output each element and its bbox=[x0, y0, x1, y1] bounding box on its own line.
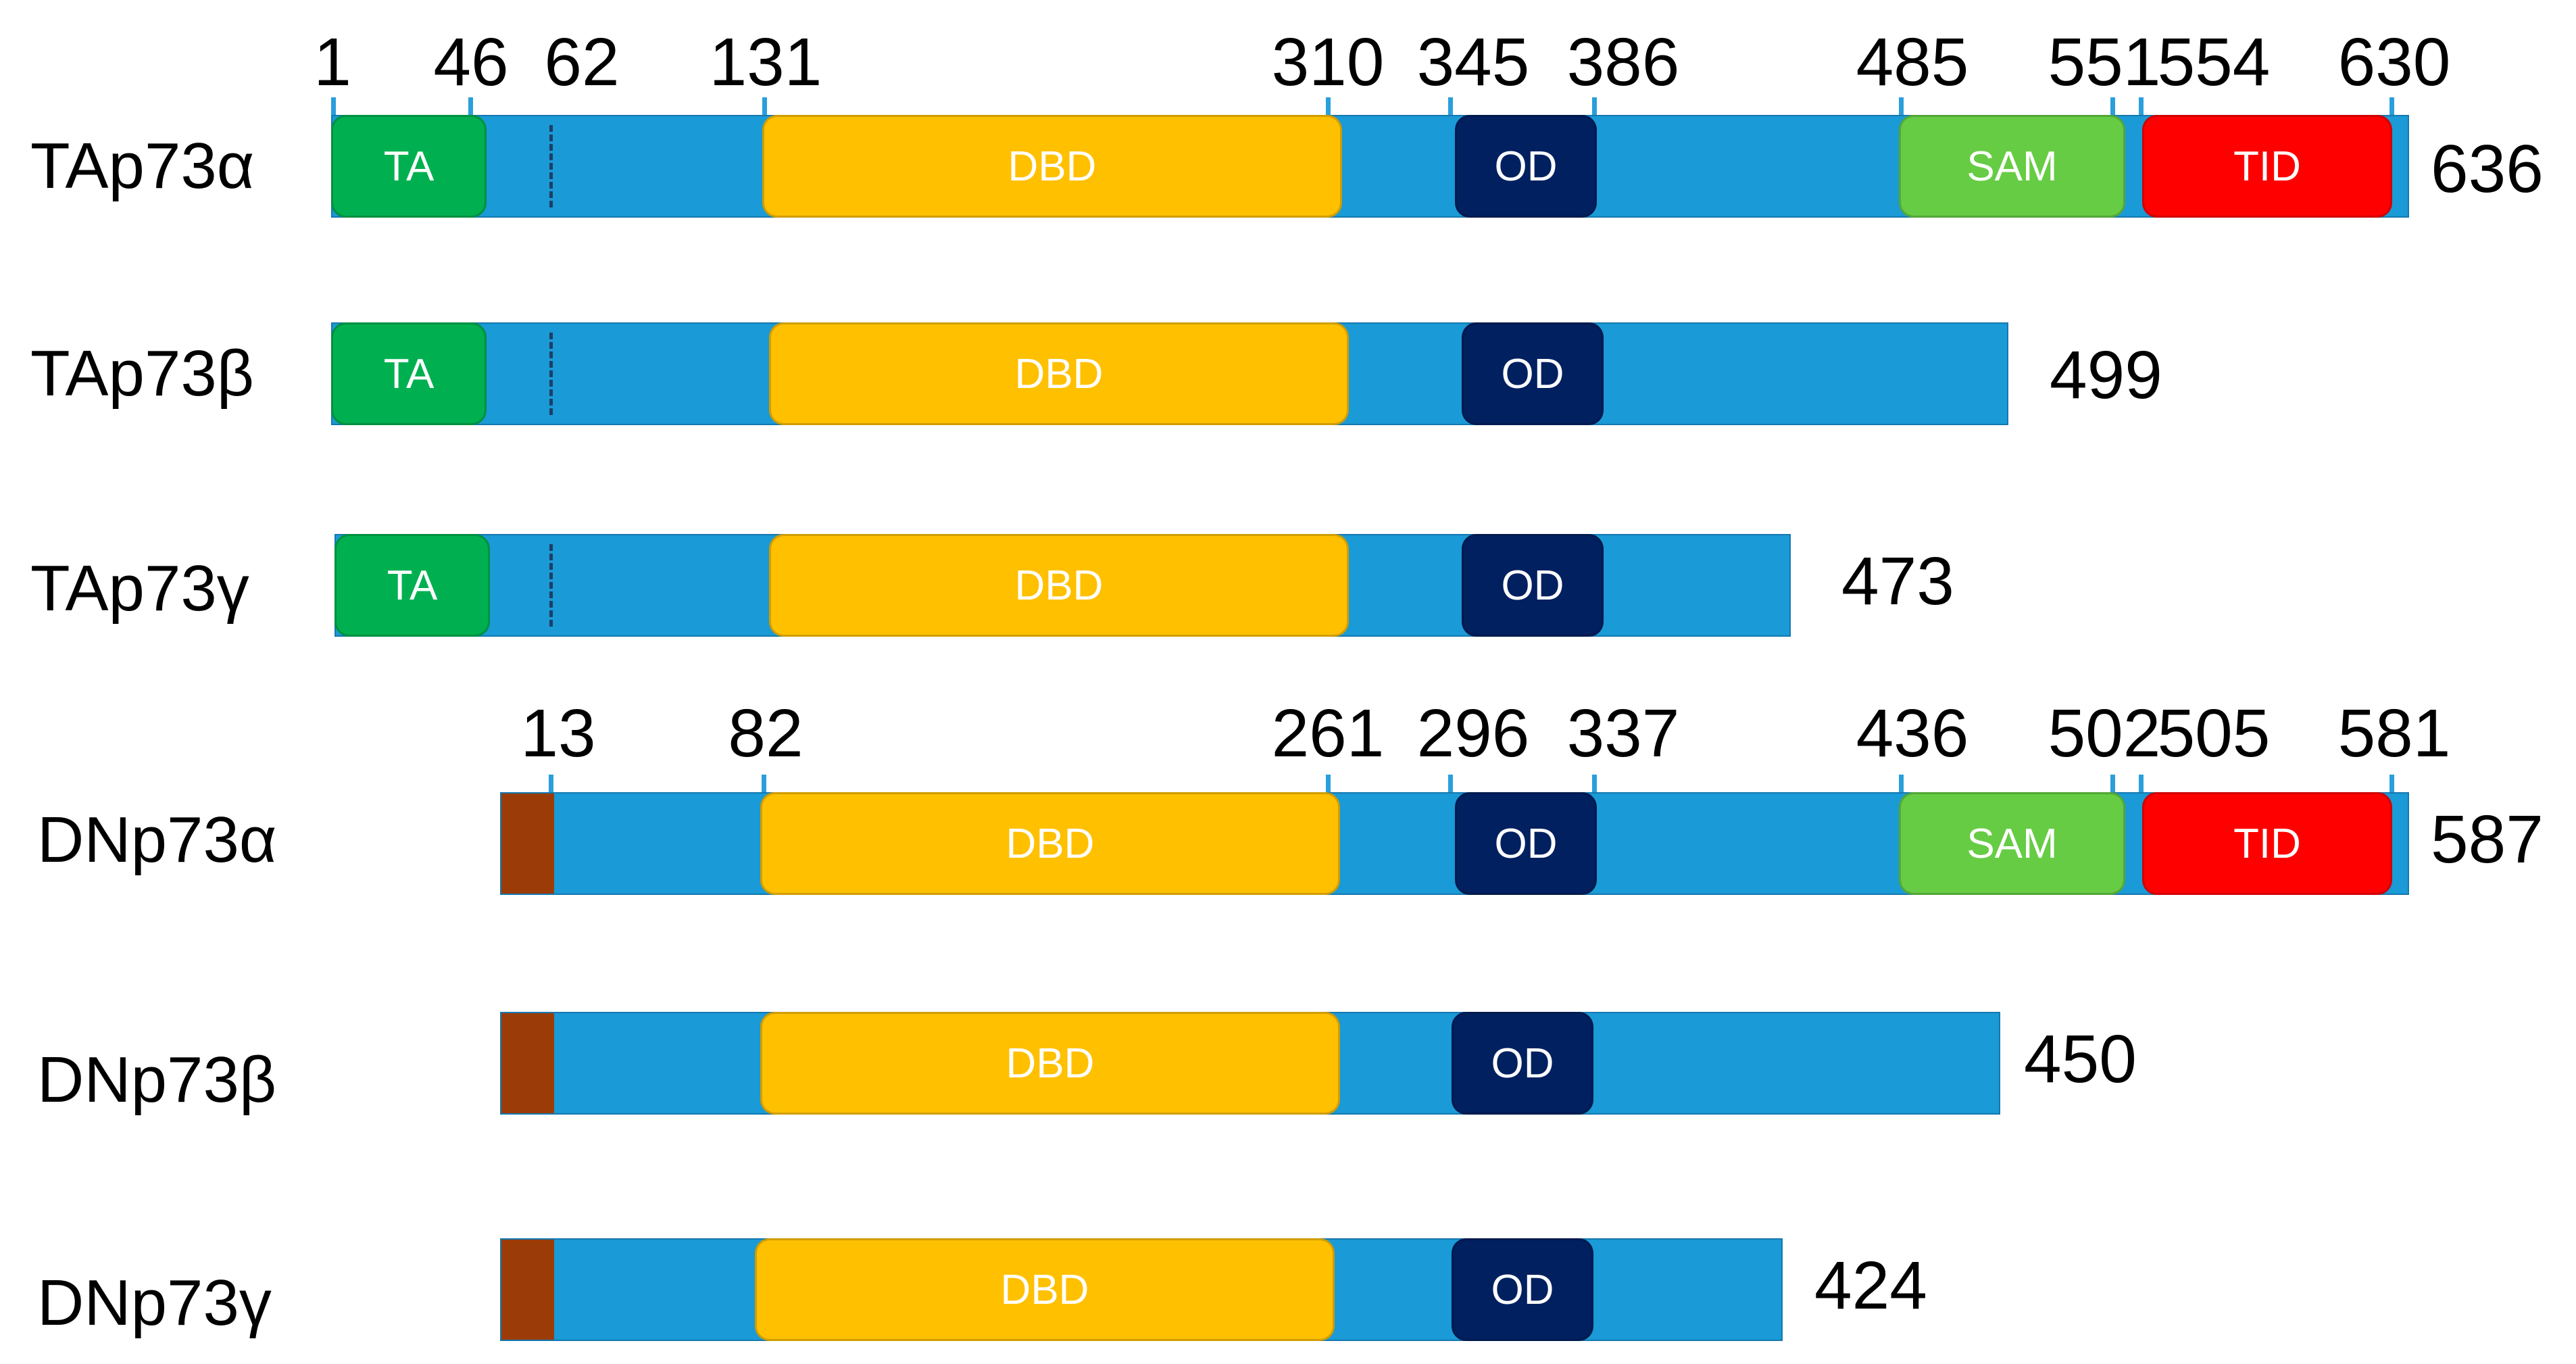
domain-dn-exon bbox=[501, 1013, 554, 1113]
cleavage-marker bbox=[549, 544, 553, 627]
isoform-name: TAp73γ bbox=[30, 552, 249, 625]
domain-dbd: DBD bbox=[769, 534, 1349, 637]
position-label: 46 bbox=[433, 24, 509, 100]
cleavage-marker bbox=[549, 125, 553, 208]
position-label: 337 bbox=[1566, 696, 1680, 771]
position-tick bbox=[1592, 775, 1597, 792]
domain-tid: TID bbox=[2142, 115, 2392, 218]
position-tick bbox=[2389, 775, 2394, 792]
position-label: 502 bbox=[2048, 696, 2161, 771]
isoform-length: 499 bbox=[2050, 337, 2162, 413]
domain-dbd: DBD bbox=[755, 1238, 1335, 1341]
position-tick bbox=[331, 97, 336, 115]
position-label: 581 bbox=[2337, 696, 2451, 771]
domain-od: OD bbox=[1452, 1012, 1593, 1115]
position-label: 630 bbox=[2337, 24, 2451, 100]
domain-od: OD bbox=[1455, 792, 1597, 895]
position-label: 131 bbox=[709, 24, 822, 100]
position-tick bbox=[2139, 97, 2144, 115]
isoform-length: 636 bbox=[2431, 131, 2544, 207]
position-tick bbox=[549, 775, 553, 792]
position-label: 436 bbox=[1856, 696, 1969, 771]
isoform-name: TAp73β bbox=[30, 337, 254, 410]
position-tick bbox=[1448, 97, 1453, 115]
isoform-name: DNp73γ bbox=[37, 1267, 272, 1339]
position-tick bbox=[1326, 775, 1331, 792]
isoform-name: DNp73α bbox=[37, 804, 277, 876]
position-tick bbox=[2110, 97, 2115, 115]
domain-sam: SAM bbox=[1899, 792, 2125, 895]
isoform-name: TAp73α bbox=[30, 130, 255, 202]
position-label: 261 bbox=[1271, 696, 1385, 771]
isoform-length: 587 bbox=[2431, 802, 2544, 877]
domain-od: OD bbox=[1462, 534, 1604, 637]
position-label: 485 bbox=[1856, 24, 1969, 100]
domain-ta: TA bbox=[331, 322, 487, 425]
position-tick bbox=[762, 775, 766, 792]
position-tick bbox=[2139, 775, 2144, 792]
position-label: 1 bbox=[314, 24, 351, 100]
position-label: 386 bbox=[1566, 24, 1680, 100]
position-label: 296 bbox=[1416, 696, 1530, 771]
position-tick bbox=[2389, 97, 2394, 115]
domain-dn-exon bbox=[501, 1240, 554, 1340]
position-tick bbox=[468, 97, 473, 115]
cleavage-marker bbox=[549, 333, 553, 415]
domain-od: OD bbox=[1452, 1238, 1593, 1341]
domain-sam: SAM bbox=[1899, 115, 2125, 218]
domain-dbd: DBD bbox=[762, 115, 1342, 218]
domain-dn-exon bbox=[501, 794, 554, 894]
position-label: 310 bbox=[1271, 24, 1385, 100]
isoform-length: 424 bbox=[1814, 1248, 1927, 1323]
domain-dbd: DBD bbox=[760, 1012, 1340, 1115]
position-label: 82 bbox=[728, 696, 803, 771]
isoform-length: 450 bbox=[2024, 1021, 2137, 1097]
position-tick bbox=[2110, 775, 2115, 792]
domain-ta: TA bbox=[331, 115, 487, 218]
domain-ta: TA bbox=[335, 534, 490, 637]
position-label: 505 bbox=[2157, 696, 2271, 771]
position-label: 345 bbox=[1416, 24, 1530, 100]
position-tick bbox=[1899, 775, 1904, 792]
position-label: 62 bbox=[544, 24, 620, 100]
position-tick bbox=[1448, 775, 1453, 792]
position-tick bbox=[762, 97, 767, 115]
domain-dbd: DBD bbox=[760, 792, 1340, 895]
domain-od: OD bbox=[1455, 115, 1597, 218]
position-tick bbox=[1899, 97, 1904, 115]
position-label: 551 bbox=[2048, 24, 2161, 100]
position-tick bbox=[1326, 97, 1331, 115]
domain-tid: TID bbox=[2142, 792, 2392, 895]
isoform-name: DNp73β bbox=[37, 1044, 277, 1116]
position-label: 554 bbox=[2157, 24, 2271, 100]
position-tick bbox=[1592, 97, 1597, 115]
isoform-length: 473 bbox=[1841, 543, 1954, 619]
domain-dbd: DBD bbox=[769, 322, 1349, 425]
domain-od: OD bbox=[1462, 322, 1604, 425]
position-label: 13 bbox=[520, 696, 596, 771]
